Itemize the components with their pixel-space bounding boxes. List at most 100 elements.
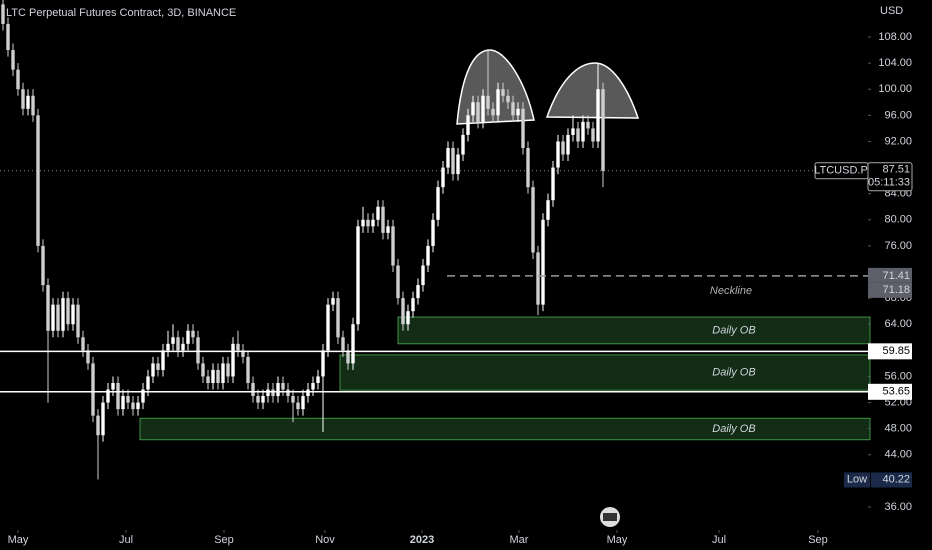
candle-body bbox=[286, 389, 290, 397]
candle-body bbox=[431, 219, 435, 246]
y-tick-label: 76.00 bbox=[884, 240, 912, 252]
candle-body bbox=[356, 226, 360, 325]
candle-body bbox=[336, 298, 340, 338]
y-tick-label: 104.00 bbox=[878, 57, 912, 69]
candle-body bbox=[46, 285, 50, 331]
candle-body bbox=[551, 167, 555, 201]
candle-body bbox=[351, 324, 355, 364]
candle-body bbox=[331, 298, 335, 305]
candle-body bbox=[156, 363, 160, 370]
candle-body bbox=[161, 350, 165, 370]
level-label-box bbox=[868, 383, 912, 400]
x-tick-label: Jul bbox=[119, 534, 133, 546]
candle-body bbox=[276, 382, 280, 397]
candle-body bbox=[326, 304, 330, 351]
candle-body bbox=[41, 245, 45, 286]
level-label: 59.85 bbox=[882, 345, 910, 357]
candle-body bbox=[491, 108, 495, 116]
y-tick-label: 56.00 bbox=[884, 370, 912, 382]
order-block-zone bbox=[397, 316, 871, 345]
low-value: 40.22 bbox=[882, 473, 910, 485]
candle-body bbox=[566, 134, 570, 155]
candle-body bbox=[601, 89, 605, 171]
candle-body bbox=[416, 285, 420, 299]
candle-body bbox=[481, 95, 485, 122]
zone-label: Daily OB bbox=[712, 423, 755, 435]
candle-body bbox=[426, 245, 430, 266]
extra-price: 71.18 bbox=[882, 284, 910, 296]
candle-body bbox=[451, 147, 455, 175]
candle-body bbox=[201, 363, 205, 377]
candle-body bbox=[421, 265, 425, 286]
candle-body bbox=[186, 330, 190, 344]
head-arc bbox=[545, 62, 640, 119]
y-tick-label: 96.00 bbox=[884, 109, 912, 121]
candle-body bbox=[316, 376, 320, 383]
candle-body bbox=[541, 219, 545, 305]
candle-body bbox=[101, 402, 105, 436]
candle-body bbox=[411, 298, 415, 312]
candle-body bbox=[371, 219, 375, 227]
candle-body bbox=[536, 252, 540, 305]
candle-body bbox=[221, 363, 225, 383]
currency-label: USD bbox=[880, 5, 903, 17]
candle-body bbox=[181, 343, 185, 351]
candle-body bbox=[91, 363, 95, 416]
candle-body bbox=[271, 389, 275, 397]
candle-body bbox=[441, 167, 445, 188]
candle-body bbox=[446, 147, 450, 168]
x-tick-label: May bbox=[8, 534, 29, 546]
symbol-label: LTCUSD.P bbox=[814, 165, 868, 177]
candle-body bbox=[196, 337, 200, 364]
x-tick-label: Sep bbox=[808, 534, 828, 546]
candle-body bbox=[26, 95, 30, 109]
candle-body bbox=[36, 115, 40, 246]
candle-body bbox=[166, 343, 170, 351]
candle-body bbox=[571, 128, 575, 135]
candle-body bbox=[526, 147, 530, 188]
candle-body bbox=[466, 115, 470, 135]
candle-body bbox=[16, 69, 20, 90]
candle-body bbox=[106, 389, 110, 403]
x-tick-label: 2023 bbox=[410, 534, 434, 546]
neckline-price-box bbox=[868, 267, 912, 283]
candle-body bbox=[76, 304, 80, 338]
candle-body bbox=[376, 206, 380, 220]
extra-price-box bbox=[868, 282, 912, 298]
y-tick-label: 100.00 bbox=[878, 83, 912, 95]
candle-body bbox=[151, 363, 155, 377]
candle-body bbox=[211, 369, 215, 383]
candle-body bbox=[191, 330, 195, 338]
last-price-label: 87.51 bbox=[882, 164, 910, 176]
candle-body bbox=[306, 389, 310, 397]
candle-body bbox=[361, 219, 365, 227]
candle-body bbox=[281, 382, 285, 390]
candle-body bbox=[291, 396, 295, 403]
candle-body bbox=[116, 382, 120, 410]
candle-body bbox=[301, 396, 305, 410]
candle-body bbox=[471, 102, 475, 116]
candle-body bbox=[121, 396, 125, 410]
candle-body bbox=[241, 350, 245, 357]
last-price-box bbox=[867, 162, 913, 192]
candle-body bbox=[321, 350, 325, 377]
candle-body bbox=[346, 350, 350, 364]
candle-body bbox=[311, 382, 315, 390]
candle-body bbox=[206, 376, 210, 383]
candle-body bbox=[216, 369, 220, 383]
x-tick-label: May bbox=[607, 534, 628, 546]
candle-body bbox=[576, 128, 580, 142]
candle-body bbox=[71, 304, 75, 325]
countdown-label: 05:11:33 bbox=[868, 177, 910, 189]
candle-body bbox=[261, 396, 265, 403]
candle-body bbox=[561, 141, 565, 155]
candle-body bbox=[296, 402, 300, 410]
candle-body bbox=[136, 402, 140, 410]
y-tick-label: 36.00 bbox=[884, 501, 912, 513]
candle-body bbox=[176, 337, 180, 351]
low-name: Low bbox=[847, 473, 867, 485]
y-tick-label: 92.00 bbox=[884, 135, 912, 147]
candle-body bbox=[81, 337, 85, 351]
